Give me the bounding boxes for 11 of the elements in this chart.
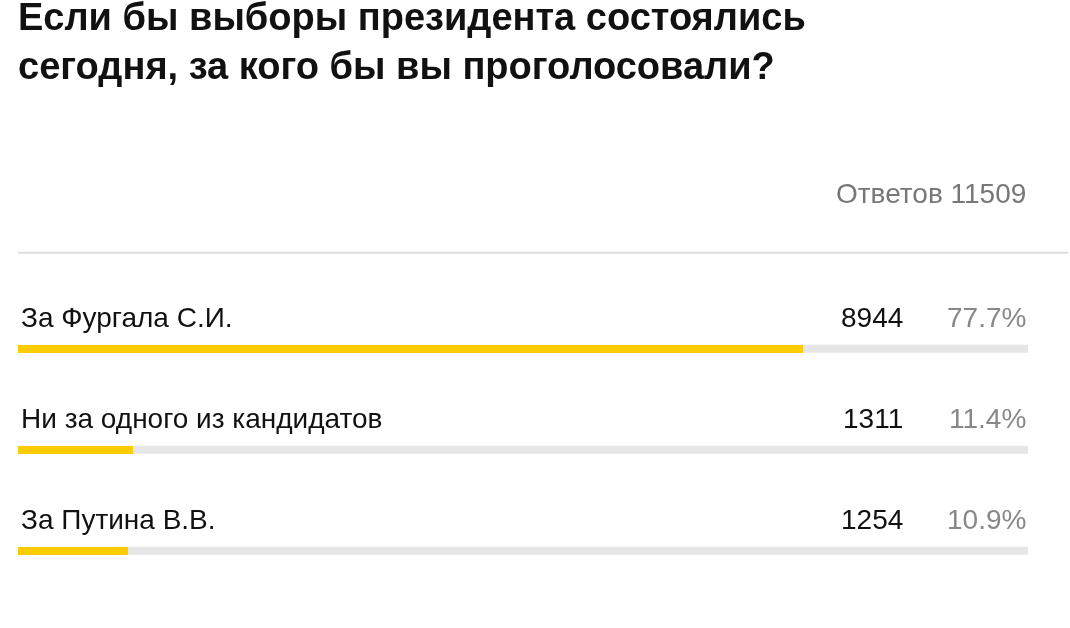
annotation: 11.4% bbox=[949, 403, 1027, 434]
y-tick-label: За Путина В.В. bbox=[21, 504, 216, 536]
chart-subtitle: Ответов 11509 bbox=[836, 178, 1027, 209]
annotation: 77.7% bbox=[947, 302, 1027, 333]
data-label: 1254 bbox=[841, 504, 904, 535]
y-tick-label: Ни за одного из кандидатов bbox=[21, 403, 383, 435]
data-label: 1311 bbox=[843, 403, 904, 434]
y-tick-label: За Фургала С.И. bbox=[21, 302, 233, 334]
data-label: 8944 bbox=[841, 302, 904, 333]
chart-title: Если бы выборы президента состоялись сегодня, за кого бы вы проголосовали? bbox=[18, 0, 806, 88]
annotation: 10.9% bbox=[947, 504, 1027, 535]
